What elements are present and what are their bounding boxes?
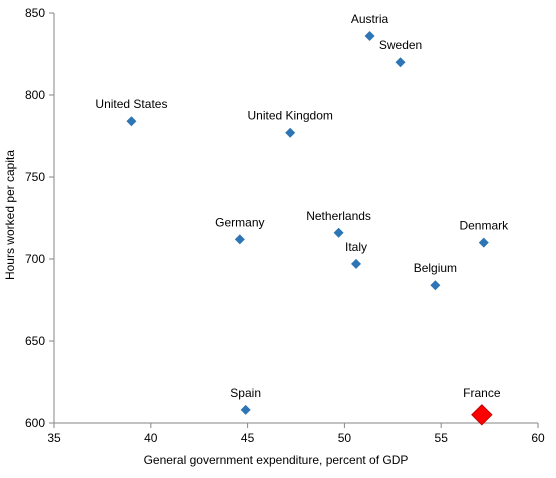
data-points	[126, 30, 493, 426]
x-tick-label: 50	[338, 431, 352, 445]
point-label-austria: Austria	[351, 12, 389, 26]
point-label-netherlands: Netherlands	[306, 209, 371, 223]
data-point-sweden	[395, 57, 406, 68]
point-label-spain: Spain	[230, 386, 261, 400]
point-label-germany: Germany	[215, 215, 264, 229]
data-point-spain	[240, 404, 251, 415]
data-point-united-states	[126, 116, 137, 127]
x-tick-label: 40	[144, 431, 158, 445]
x-tick-label: 60	[531, 431, 545, 445]
point-label-united-kingdom: United Kingdom	[247, 109, 332, 123]
x-tick-label: 45	[241, 431, 255, 445]
point-label-sweden: Sweden	[379, 38, 422, 52]
y-tick-label: 650	[25, 334, 45, 348]
point-label-belgium: Belgium	[414, 261, 457, 275]
y-tick-label: 750	[25, 170, 45, 184]
data-point-italy	[351, 258, 362, 269]
x-axis-title: General government expenditure, percent …	[144, 453, 409, 467]
data-point-united-kingdom	[285, 127, 296, 138]
data-point-austria	[364, 30, 375, 41]
data-point-belgium	[430, 280, 441, 291]
y-tick-label: 850	[25, 6, 45, 20]
data-point-germany	[234, 234, 245, 245]
x-tick-label: 35	[47, 431, 61, 445]
point-label-france: France	[463, 386, 501, 400]
point-label-denmark: Denmark	[459, 219, 509, 233]
x-tick-label: 55	[435, 431, 449, 445]
y-tick-label: 600	[25, 416, 45, 430]
data-point-denmark	[478, 237, 489, 248]
point-label-italy: Italy	[345, 240, 367, 254]
point-labels: Austria Sweden United States United Kingdom…	[95, 12, 509, 400]
data-point-france	[471, 404, 493, 426]
data-point-netherlands	[333, 227, 344, 238]
point-label-united-states: United States	[95, 97, 167, 111]
axes: 600 650 700 750 800 850 35 40 45 50 55 60	[25, 6, 545, 445]
y-tick-label: 800	[25, 88, 45, 102]
y-axis-title: Hours worked per capita	[3, 150, 17, 280]
y-tick-label: 700	[25, 252, 45, 266]
